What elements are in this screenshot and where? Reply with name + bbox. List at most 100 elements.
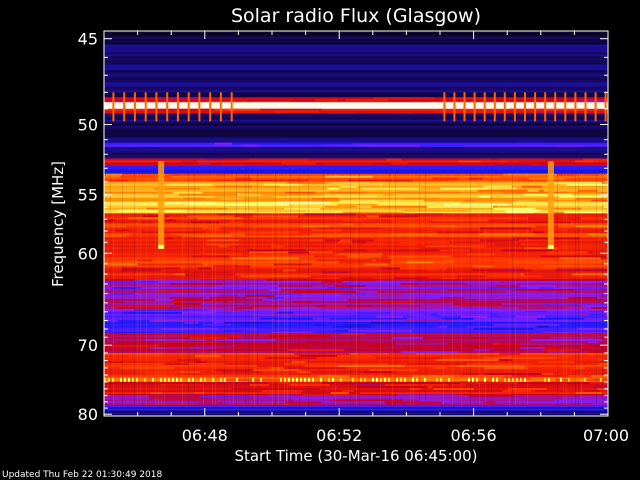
updated-timestamp: Updated Thu Feb 22 01:30:49 2018	[2, 470, 163, 480]
band-row	[104, 217, 608, 220]
band-texture	[507, 388, 547, 391]
band-texture	[300, 355, 351, 358]
band-row	[104, 119, 608, 122]
band-texture	[260, 108, 322, 112]
band-texture	[232, 110, 274, 114]
band-texture	[231, 257, 299, 260]
texture-line	[419, 173, 420, 406]
band-texture	[341, 333, 366, 336]
speckle	[568, 377, 570, 382]
band-row	[104, 54, 608, 57]
band-texture	[316, 259, 373, 262]
frequency-band	[104, 158, 608, 166]
frequency-band	[104, 97, 608, 103]
band-texture	[575, 197, 608, 201]
band-texture	[394, 343, 448, 346]
band-texture	[269, 403, 316, 406]
band-texture	[590, 311, 608, 313]
band-texture	[483, 401, 496, 404]
band-texture	[174, 303, 202, 306]
band-texture	[127, 355, 160, 358]
band-row	[104, 167, 608, 170]
texture-line	[566, 173, 567, 406]
band-row	[104, 381, 608, 383]
band-row	[104, 147, 608, 150]
texture-line	[425, 173, 426, 406]
band-texture	[493, 323, 560, 327]
band-texture	[384, 384, 448, 387]
band-texture	[382, 193, 395, 197]
band-texture	[309, 345, 365, 348]
band-texture	[248, 293, 301, 296]
band-texture	[162, 327, 218, 331]
band-texture	[147, 108, 214, 112]
band-row	[104, 193, 608, 197]
band-texture	[270, 112, 288, 114]
band-texture	[285, 401, 322, 404]
band-texture	[164, 341, 223, 344]
texture-line	[452, 173, 453, 406]
speckle	[220, 377, 222, 382]
speckle	[172, 377, 174, 382]
interference-tick	[524, 92, 526, 122]
band-texture	[580, 287, 608, 290]
band-texture	[572, 164, 607, 166]
band-texture	[104, 281, 159, 284]
band-row	[104, 247, 608, 250]
band-row	[104, 35, 608, 38]
band-row	[104, 265, 608, 268]
band-texture	[566, 293, 593, 296]
band-texture	[186, 203, 256, 207]
band-texture	[347, 279, 417, 282]
band-texture	[368, 237, 419, 240]
texture-line	[212, 173, 213, 406]
band-texture	[487, 339, 518, 342]
band-texture	[538, 287, 553, 290]
interference-tick	[166, 92, 169, 122]
speckle	[328, 377, 330, 382]
band-row	[104, 251, 608, 254]
band-texture	[600, 295, 608, 298]
band-row	[104, 80, 608, 83]
band-texture	[573, 403, 608, 406]
band-texture	[229, 221, 244, 224]
band-texture	[430, 287, 490, 290]
band-texture	[475, 299, 512, 302]
interference-tick	[584, 92, 587, 122]
band-texture	[329, 191, 366, 195]
speckle-row	[104, 377, 602, 382]
band-row	[104, 337, 608, 340]
band-texture	[527, 273, 597, 276]
band-texture	[291, 249, 306, 252]
interference-tick	[155, 92, 158, 122]
band-texture	[249, 158, 309, 161]
band-texture	[506, 355, 572, 358]
band-texture	[224, 321, 273, 325]
band-texture	[353, 384, 387, 387]
band-texture	[469, 239, 519, 242]
band-texture	[160, 384, 201, 387]
band-texture	[533, 339, 603, 342]
band-row	[104, 149, 608, 152]
band-row	[104, 275, 608, 278]
band-texture	[380, 301, 414, 304]
band-texture	[213, 179, 253, 183]
band-texture	[125, 225, 164, 228]
band-texture	[134, 309, 190, 312]
speckle	[136, 377, 138, 382]
speckle	[308, 377, 310, 382]
band-texture	[165, 347, 191, 350]
band-texture	[295, 325, 362, 329]
band-row	[104, 233, 608, 236]
band-texture	[255, 345, 271, 348]
band-texture	[193, 229, 211, 232]
band-row	[104, 135, 608, 138]
band-texture	[137, 259, 153, 262]
band-texture	[483, 357, 538, 360]
band-texture	[251, 305, 279, 308]
band-texture	[522, 185, 543, 189]
band-texture	[361, 187, 420, 191]
band-texture	[178, 193, 238, 197]
band-texture	[549, 201, 599, 205]
